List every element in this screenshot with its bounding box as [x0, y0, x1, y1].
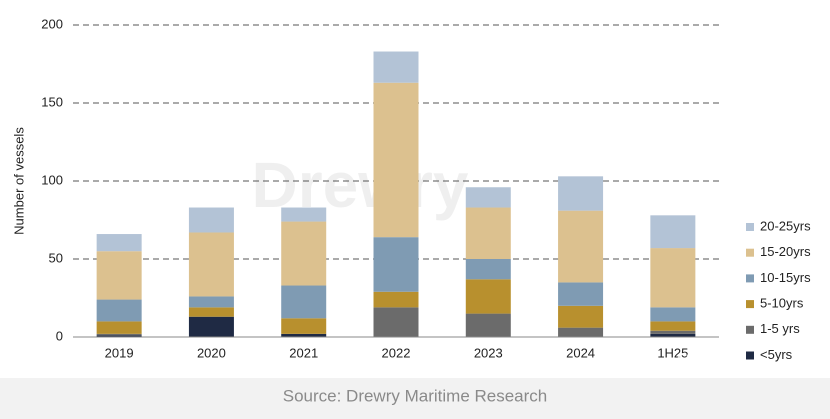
legend-label: <5yrs: [760, 347, 793, 362]
y-axis-label: Number of vessels: [11, 127, 26, 235]
legend-label: 10-15yrs: [760, 270, 811, 285]
bar-segment: [96, 251, 142, 300]
x-tick-label: 2020: [197, 345, 226, 360]
x-tick-label: 1H25: [657, 345, 688, 360]
bar-segment: [188, 232, 234, 297]
bar-segment: [558, 305, 604, 328]
bar-segment: [465, 259, 511, 280]
bar-segment: [96, 299, 142, 322]
bar-segment: [650, 215, 696, 249]
bar-segment: [96, 335, 142, 337]
bar-segment: [373, 51, 419, 83]
legend-swatch: [746, 223, 754, 231]
bar-segment: [465, 187, 511, 208]
legend-swatch: [746, 325, 754, 334]
bar-segment: [188, 207, 234, 233]
bar-segment: [281, 221, 327, 286]
bar-segment: [558, 176, 604, 211]
bar-segment: [650, 321, 696, 331]
bar-segment: [465, 313, 511, 337]
x-tick-label: 2019: [105, 345, 134, 360]
watermark: FastBull: [621, 349, 740, 382]
bar-segment: [558, 282, 604, 306]
bar-segment: [188, 316, 234, 337]
legend-label: 20-25yrs: [760, 218, 811, 233]
bar-segment: [558, 210, 604, 283]
bar-segment: [465, 279, 511, 314]
bar-segment: [96, 333, 142, 336]
bar-segment: [373, 237, 419, 292]
x-tick-label: 2022: [382, 345, 411, 360]
bar-segment: [188, 296, 234, 308]
bar-segment: [650, 307, 696, 322]
bar-segment: [281, 285, 327, 319]
bar-segment: [188, 307, 234, 317]
bar-segment: [96, 234, 142, 252]
bar-segment: [650, 333, 696, 337]
source-band: [0, 378, 830, 419]
legend-swatch: [746, 248, 754, 257]
bar-segment: [281, 333, 327, 337]
bar-segment: [373, 82, 419, 238]
legend-swatch: [746, 351, 754, 360]
legend-label: 5-10yrs: [760, 296, 804, 311]
y-tick-label: 0: [56, 328, 63, 343]
bar-segment: [373, 291, 419, 308]
y-tick-label: 100: [41, 172, 63, 187]
source: Source: Drewry Maritime Research: [283, 386, 548, 405]
y-tick-label: 150: [41, 94, 63, 109]
legend-swatch: [746, 274, 754, 283]
y-tick-label: 50: [49, 250, 63, 265]
legend-label: 15-20yrs: [760, 244, 811, 259]
bar-segment: [650, 330, 696, 334]
bar-segment: [96, 321, 142, 334]
bar-segment: [281, 318, 327, 334]
bar-segment: [281, 207, 327, 222]
legend-swatch: [746, 300, 754, 309]
x-tick-label: 2024: [566, 345, 595, 360]
bar-segment: [465, 207, 511, 259]
bar-segment: [558, 327, 604, 337]
x-tick-label: 2023: [474, 345, 503, 360]
bar-segment: [373, 307, 419, 337]
x-tick-label: 2021: [289, 345, 318, 360]
y-tick-label: 200: [41, 16, 63, 31]
bar-segment: [650, 248, 696, 308]
legend-label: 1-5 yrs: [760, 321, 800, 336]
